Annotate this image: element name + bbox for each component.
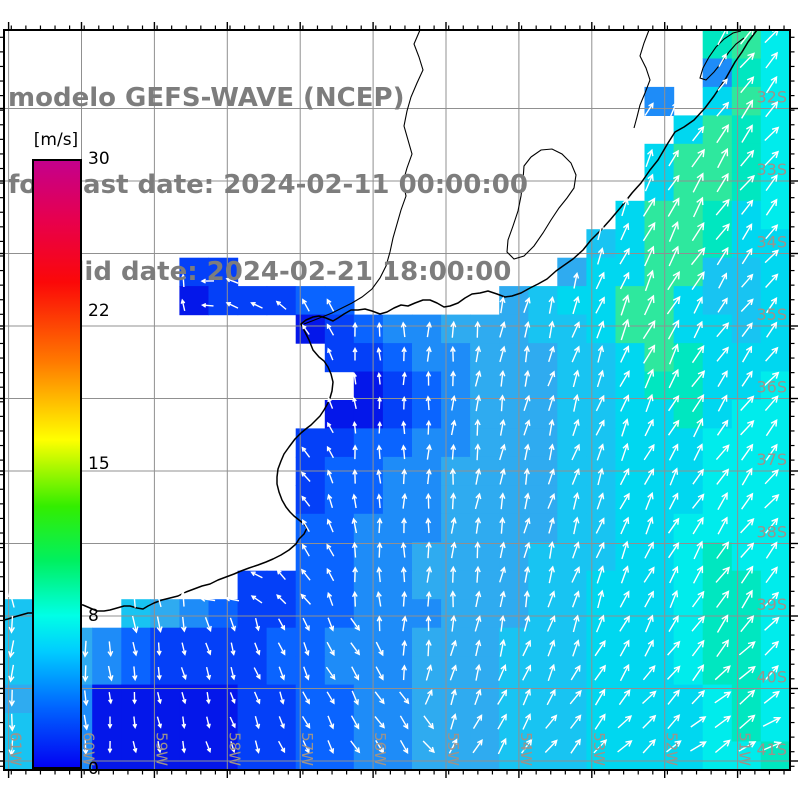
svg-text:36S: 36S bbox=[756, 378, 787, 397]
coastline-layer bbox=[3, 29, 758, 621]
lon-tick-label: 55W bbox=[444, 732, 462, 766]
colorbar-tick-15: 15 bbox=[88, 454, 110, 474]
svg-text:32S: 32S bbox=[756, 88, 787, 107]
lon-tick-label: 56W bbox=[371, 732, 389, 766]
lon-tick-label: 59W bbox=[152, 732, 170, 766]
svg-text:34S: 34S bbox=[756, 233, 787, 252]
svg-text:40S: 40S bbox=[756, 668, 787, 687]
svg-text:38S: 38S bbox=[756, 523, 787, 542]
svg-text:33S: 33S bbox=[756, 160, 787, 179]
valid-date-line: valid date: 2024-02-21 18:00:00 bbox=[41, 257, 512, 287]
colorbar-unit-label: [m/s] bbox=[33, 130, 79, 150]
direction-arrows-layer bbox=[7, 25, 782, 757]
lon-tick-label: 60W bbox=[80, 732, 98, 766]
lon-tick-label: 53W bbox=[590, 732, 608, 766]
model-title: modelo GEFS-WAVE (NCEP) bbox=[8, 83, 405, 113]
svg-text:37S: 37S bbox=[756, 450, 787, 469]
svg-text:35S: 35S bbox=[756, 305, 787, 324]
colorbar-tick-8: 8 bbox=[88, 606, 99, 626]
colorbar-tick-22: 22 bbox=[88, 301, 110, 321]
forecast-date-line: forecast date: 2024-02-11 00:00:00 bbox=[8, 170, 528, 200]
map-frame-layer bbox=[0, 22, 798, 778]
svg-text:41S: 41S bbox=[756, 740, 787, 759]
lon-tick-label: 58W bbox=[225, 732, 243, 766]
svg-text:39S: 39S bbox=[756, 595, 787, 614]
colorbar-tick-0: 0 bbox=[88, 759, 99, 779]
lon-tick-label: 57W bbox=[298, 732, 316, 766]
lon-tick-label: 51W bbox=[736, 732, 754, 766]
lon-tick-label: 61W bbox=[7, 732, 25, 766]
plot-titles: modelo GEFS-WAVE (NCEP) forecast date: 2… bbox=[8, 26, 528, 345]
axis-labels-layer: 32S 33S 34S 35S 36S 37S 38S 39S 40S 41S 61W 60W 59W 5… bbox=[7, 88, 787, 767]
lon-tick-label: 52W bbox=[663, 732, 681, 766]
colorbar-tick-30: 30 bbox=[88, 149, 110, 169]
colorbar bbox=[32, 159, 82, 769]
lon-tick-label: 54W bbox=[517, 732, 535, 766]
